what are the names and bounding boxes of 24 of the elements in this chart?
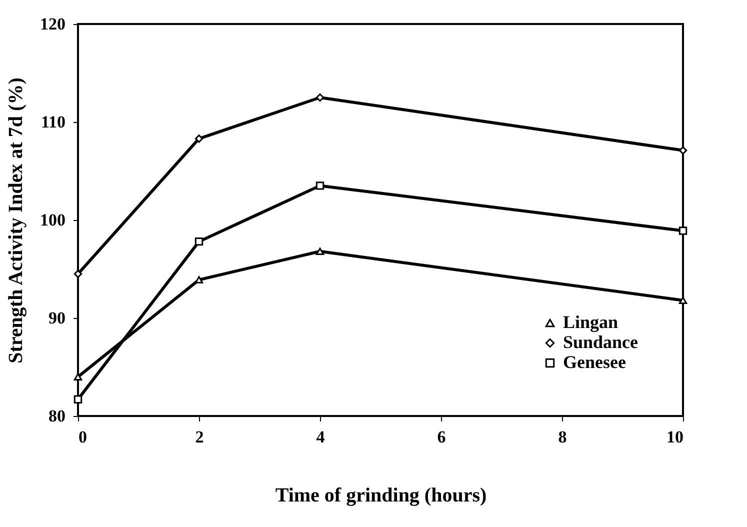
point	[678, 296, 688, 304]
y-tick-label: 100	[40, 210, 66, 230]
legend-label: Genesee	[563, 352, 626, 372]
x-tick-label: 8	[558, 428, 567, 446]
y-axis-title: Strength Activity Index at 7d (%)	[5, 78, 27, 364]
y-tick-label: 80	[48, 406, 66, 426]
legend-label: Sundance	[563, 332, 638, 352]
legend-label: Lingan	[563, 312, 618, 332]
x-tick-label: 4	[316, 428, 326, 446]
y-tick-label: 110	[40, 112, 66, 132]
point	[194, 134, 204, 143]
x-tick-label: 6	[437, 428, 446, 446]
point	[194, 237, 204, 246]
x-tick-label: 2	[195, 428, 204, 446]
y-tick-label: 120	[40, 14, 66, 34]
x-tick-label: 0	[78, 428, 87, 446]
y-tick-label: 90	[48, 308, 66, 328]
point	[316, 248, 324, 256]
point	[316, 182, 324, 190]
x-axis-title: Time of grinding (hours)	[275, 484, 487, 506]
point	[678, 226, 688, 235]
point	[316, 93, 324, 102]
x-tick-label: 10	[666, 428, 684, 446]
point	[74, 395, 82, 404]
